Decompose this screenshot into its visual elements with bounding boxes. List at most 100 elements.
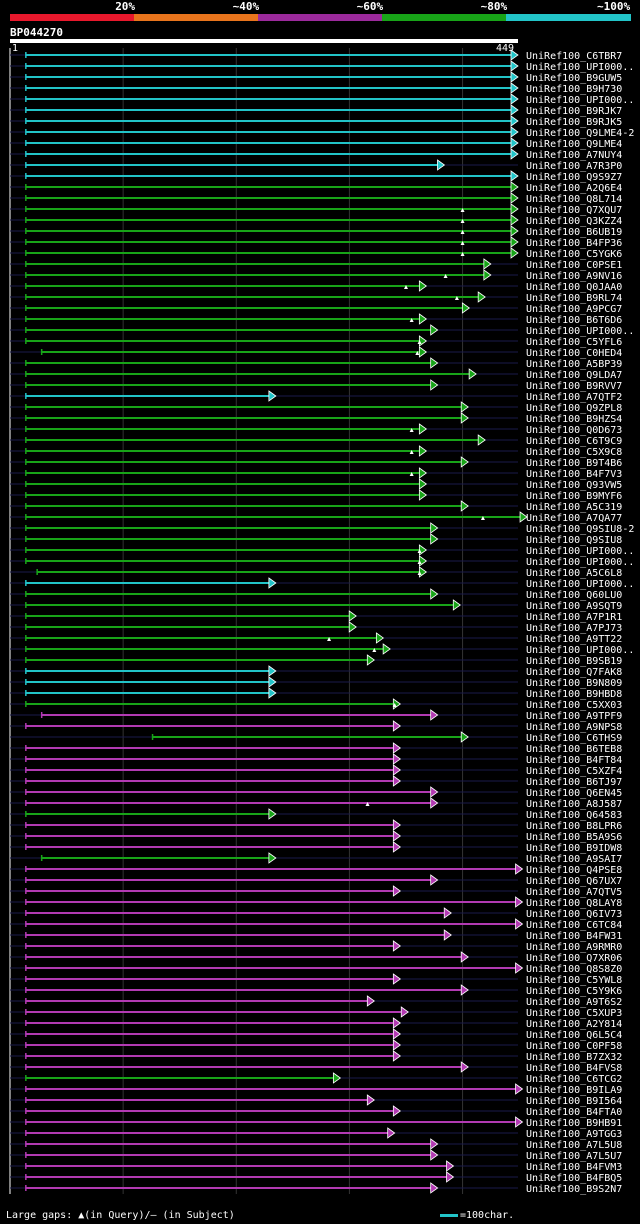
- hit-arrow-36: [477, 434, 486, 446]
- hit-arrow-103: [446, 1171, 455, 1183]
- hit-label-75: UniRef100_Q4PSE8: [526, 865, 622, 876]
- hit-arrow-87: [366, 995, 375, 1007]
- hit-label-69: UniRef100_A8J587: [526, 799, 622, 810]
- hit-label-98: UniRef100_B9HB91: [526, 1118, 622, 1129]
- hit-label-6: UniRef100_B9RJK7: [526, 106, 622, 117]
- hit-label-10: UniRef100_A7NUY4: [526, 150, 622, 161]
- query-gap-marker-39: [409, 472, 414, 476]
- hit-label-3: UniRef100_B9GUW5: [526, 73, 622, 84]
- hit-arrow-8: [510, 126, 519, 138]
- hit-arrow-14: [510, 192, 519, 204]
- hit-label-23: UniRef100_B9RL74: [526, 293, 622, 304]
- query-gap-marker-69: [365, 802, 370, 806]
- hit-label-19: UniRef100_C5YGK6: [526, 249, 622, 260]
- hit-arrow-25: [418, 313, 428, 325]
- hit-label-82: UniRef100_A9RMR0: [526, 942, 622, 953]
- hit-arrow-62: [392, 720, 402, 732]
- hit-arrow-39: [418, 467, 428, 479]
- hit-arrow-53: [348, 621, 357, 633]
- hit-arrow-69: [430, 797, 439, 809]
- hit-arrow-9: [510, 137, 519, 149]
- hit-label-94: UniRef100_C6TCG2: [526, 1074, 622, 1085]
- hit-arrow-15: [510, 203, 519, 215]
- hit-arrow-76: [430, 874, 439, 886]
- hit-arrow-13: [510, 181, 519, 193]
- hit-label-85: UniRef100_C5YWL8: [526, 975, 622, 986]
- hit-label-41: UniRef100_B9MYF6: [526, 491, 622, 502]
- hit-arrow-26: [430, 324, 439, 336]
- hit-label-65: UniRef100_B4FT84: [526, 755, 622, 766]
- hit-label-59: UniRef100_B9HBD8: [526, 689, 622, 700]
- query-gap-marker-47: [417, 560, 422, 564]
- hit-label-55: UniRef100_UPI000..: [526, 645, 634, 656]
- query-gap-marker-37: [409, 450, 414, 454]
- hit-label-8: UniRef100_Q9LME4-2: [526, 128, 634, 139]
- hit-label-48: UniRef100_A5C6L8: [526, 568, 622, 579]
- hit-label-29: UniRef100_A5BP39: [526, 359, 622, 370]
- hit-arrow-65: [392, 753, 402, 765]
- query-gap-marker-19: [460, 252, 465, 256]
- hit-label-80: UniRef100_C6TC84: [526, 920, 622, 931]
- hit-arrow-12: [510, 170, 519, 182]
- hit-arrow-68: [430, 786, 439, 798]
- hit-arrow-78: [515, 896, 524, 908]
- hit-label-4: UniRef100_B9H730: [526, 84, 622, 95]
- hit-arrow-97: [392, 1105, 402, 1117]
- hit-label-38: UniRef100_B9T4B6: [526, 458, 622, 469]
- hit-arrow-73: [392, 841, 402, 853]
- query-gap-marker-55: [372, 648, 377, 652]
- hit-label-104: UniRef100_B9S2N7: [526, 1184, 622, 1195]
- hit-label-13: UniRef100_A2Q6E4: [526, 183, 622, 194]
- hit-label-34: UniRef100_B9HZS4: [526, 414, 622, 425]
- query-gap-marker-18: [460, 241, 465, 245]
- hit-arrow-21: [483, 269, 492, 281]
- hit-arrow-59: [268, 687, 277, 699]
- query-start-label: 1: [12, 43, 19, 54]
- hit-label-89: UniRef100_A2Y814: [526, 1019, 622, 1030]
- hit-arrow-50: [430, 588, 439, 600]
- hit-arrow-75: [515, 863, 524, 875]
- hit-label-74: UniRef100_A9SAI7: [526, 854, 622, 865]
- hit-arrow-17: [510, 225, 519, 237]
- hit-label-90: UniRef100_Q6L5C4: [526, 1030, 622, 1041]
- hit-label-49: UniRef100_UPI000..: [526, 579, 634, 590]
- query-gap-marker-15: [460, 208, 465, 212]
- hit-arrow-94: [332, 1072, 342, 1084]
- hit-label-102: UniRef100_B4FVM3: [526, 1162, 622, 1173]
- hit-label-62: UniRef100_A9NPS8: [526, 722, 622, 733]
- hit-arrow-95: [515, 1083, 524, 1095]
- hit-label-24: UniRef100_A9PCG7: [526, 304, 622, 315]
- legend-segment-1: [10, 14, 134, 21]
- hit-label-83: UniRef100_Q7XR06: [526, 953, 622, 964]
- query-gap-marker-46: [417, 549, 422, 553]
- hit-arrow-43: [519, 511, 528, 523]
- hit-label-5: UniRef100_UPI000..: [526, 95, 634, 106]
- hit-label-53: UniRef100_A7PJ73: [526, 623, 622, 634]
- hit-arrow-19: [510, 247, 519, 259]
- hit-label-97: UniRef100_B4FTA0: [526, 1107, 622, 1118]
- hit-arrow-46: [418, 544, 428, 556]
- hit-label-27: UniRef100_C5YFL6: [526, 337, 622, 348]
- hit-label-37: UniRef100_C5X9C8: [526, 447, 622, 458]
- hit-label-64: UniRef100_B6TEB8: [526, 744, 622, 755]
- hit-label-50: UniRef100_Q60LU0: [526, 590, 622, 601]
- hit-arrow-55: [382, 643, 391, 655]
- query-gap-marker-28: [415, 351, 420, 355]
- hit-arrow-71: [392, 819, 402, 831]
- hit-arrow-61: [430, 709, 439, 721]
- hit-label-67: UniRef100_B6TJ97: [526, 777, 622, 788]
- hit-arrow-49: [268, 577, 277, 589]
- hit-label-79: UniRef100_Q6IV73: [526, 909, 622, 920]
- hit-label-40: UniRef100_Q93VW5: [526, 480, 622, 491]
- hit-arrow-11: [437, 159, 446, 171]
- hit-label-101: UniRef100_A7L5U7: [526, 1151, 622, 1162]
- hit-arrow-102: [446, 1160, 455, 1172]
- hit-arrow-52: [348, 610, 357, 622]
- hit-label-100: UniRef100_A7L5U8: [526, 1140, 622, 1151]
- hit-arrow-81: [443, 929, 452, 941]
- hit-arrow-96: [366, 1094, 375, 1106]
- hit-label-14: UniRef100_Q8L714: [526, 194, 622, 205]
- hit-label-36: UniRef100_C6T9C9: [526, 436, 622, 447]
- hit-label-93: UniRef100_B4FVS8: [526, 1063, 622, 1074]
